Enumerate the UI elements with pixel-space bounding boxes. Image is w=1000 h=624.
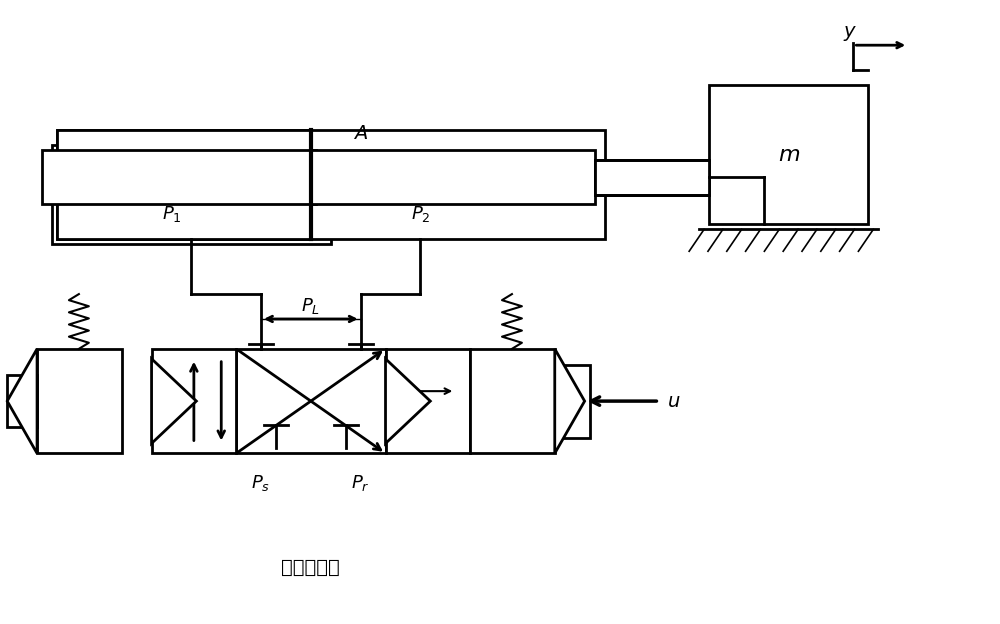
Text: $m$: $m$ (778, 145, 800, 165)
Bar (72, 160, 311, 230)
Bar (57, 130, 605, 240)
Text: $P_1$: $P_1$ (162, 205, 181, 225)
Text: $P_L$: $P_L$ (301, 296, 320, 316)
Bar (57, 130, 311, 240)
Bar (42, 150, 316, 205)
Bar (386, 349, 470, 454)
Text: $P_s$: $P_s$ (251, 473, 271, 494)
Text: $P_2$: $P_2$ (411, 205, 430, 225)
Text: $y$: $y$ (843, 24, 858, 43)
Bar (236, 349, 386, 454)
Text: $P_r$: $P_r$ (351, 473, 370, 494)
Bar (555, 364, 590, 437)
Text: $A$: $A$ (353, 124, 368, 143)
Bar (595, 160, 709, 195)
Bar (470, 349, 555, 454)
Text: $u$: $u$ (667, 392, 681, 411)
Bar (595, 160, 764, 195)
Text: 比例伺服阀: 比例伺服阀 (281, 558, 340, 577)
Bar (52, 145, 331, 245)
Bar (7, 375, 37, 427)
Polygon shape (7, 349, 37, 454)
Polygon shape (555, 349, 585, 454)
Bar (152, 349, 236, 454)
Bar (311, 150, 595, 205)
Bar (37, 349, 122, 454)
Polygon shape (386, 359, 430, 444)
Bar (709, 85, 868, 225)
Polygon shape (152, 359, 196, 444)
